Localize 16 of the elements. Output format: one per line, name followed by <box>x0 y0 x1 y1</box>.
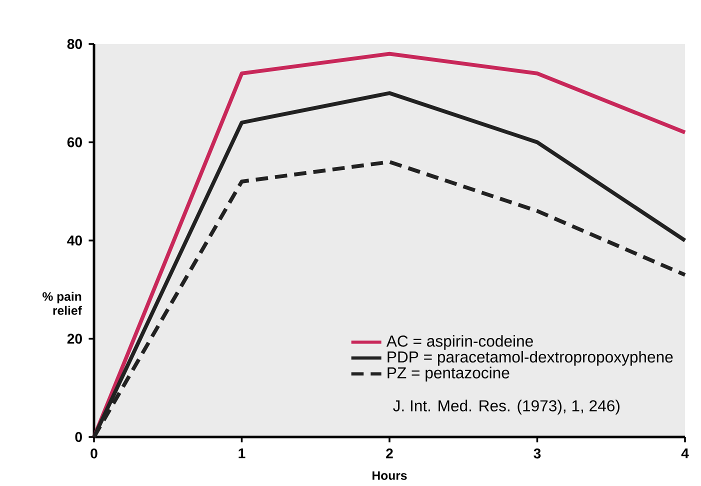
y-axis-title: % pain relief <box>42 292 82 316</box>
y-tick-label: 0 <box>75 432 82 442</box>
x-tick-label: 2 <box>386 448 393 458</box>
y-tick-label: 20 <box>67 334 82 344</box>
legend-label: PDP = paracetamol-dextropropoxyphene <box>388 351 673 366</box>
legend-label: AC = aspirin-codeine <box>386 335 533 350</box>
y-tick-label: 40 <box>67 236 82 246</box>
x-tick-label: 1 <box>238 448 246 458</box>
x-axis-title: Hours <box>372 471 407 480</box>
x-tick-label: 4 <box>681 448 689 458</box>
y-tick-label: 60 <box>67 137 82 148</box>
annotation: J. Int. Med. Res. (1973), 1, 246) <box>393 400 620 415</box>
x-tick-label: 3 <box>534 448 541 459</box>
y-tick-label: 80 <box>67 39 82 50</box>
legend-label: PZ = pentazocine <box>388 366 510 382</box>
x-tick-label: 0 <box>90 448 98 459</box>
